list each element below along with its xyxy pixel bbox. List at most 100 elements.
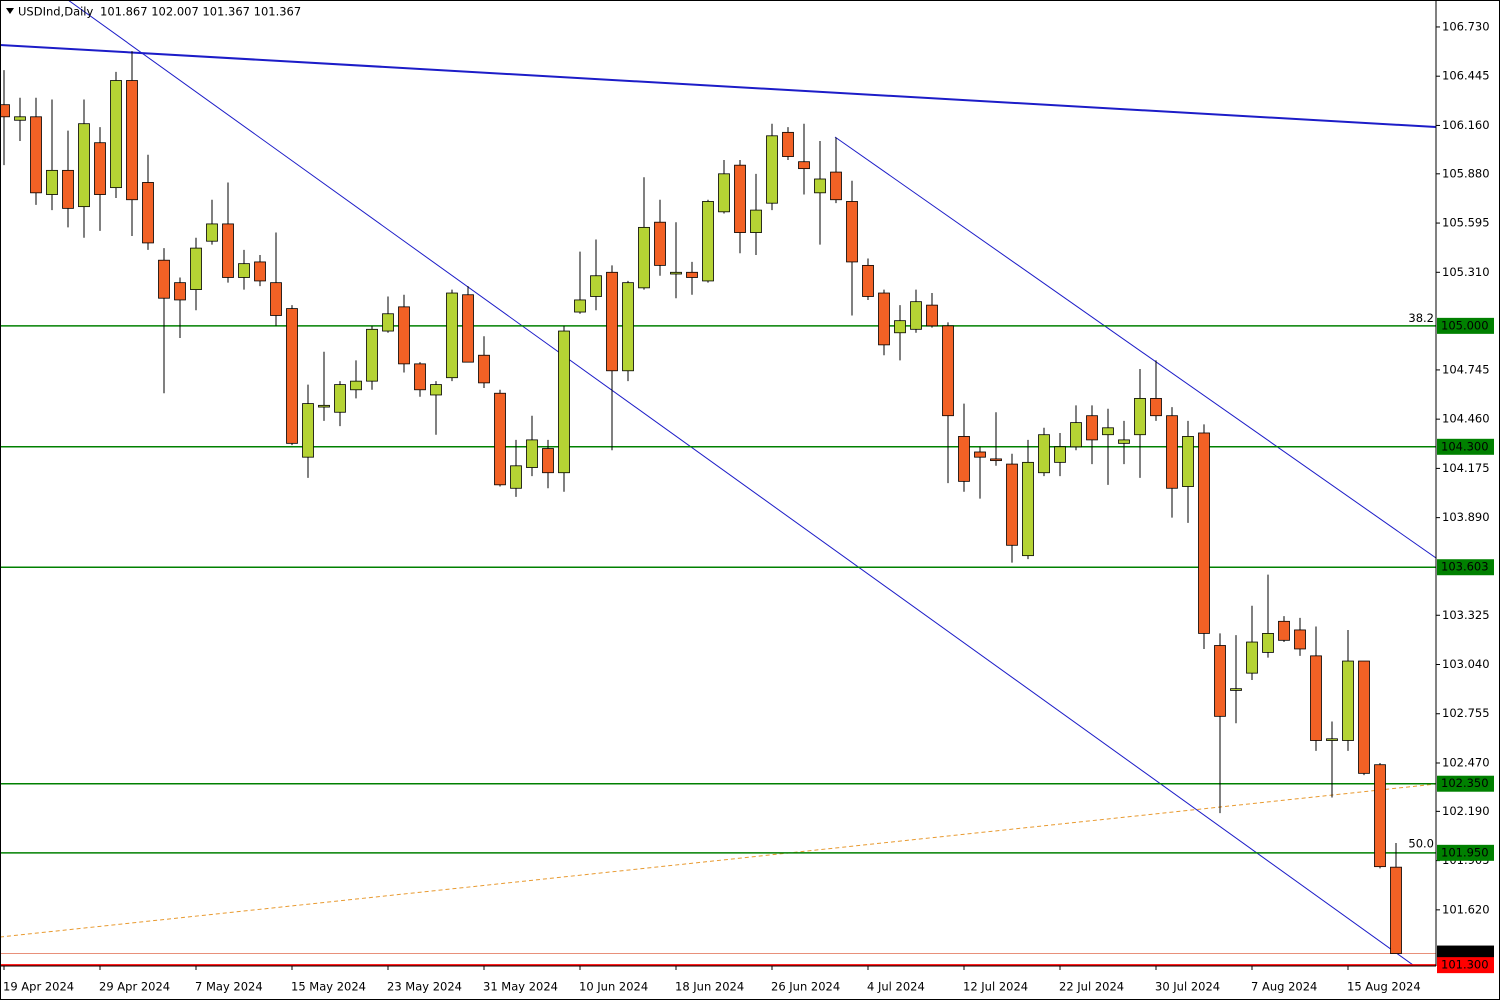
candle-body — [382, 313, 394, 332]
y-tick-label: 106.445 — [1442, 69, 1490, 83]
candle-body — [766, 135, 778, 204]
fib-label: 50.0 — [1408, 836, 1434, 850]
y-tick-label: 101.620 — [1442, 902, 1490, 916]
candle-body — [910, 301, 922, 330]
candle-body — [1294, 629, 1306, 650]
candle-body — [798, 161, 810, 170]
y-tick-label: 102.470 — [1442, 755, 1490, 769]
y-tick-label: 103.325 — [1442, 608, 1490, 622]
candle-body — [334, 384, 346, 413]
fib-label: 38.2 — [1408, 311, 1434, 325]
price-tag-label: 103.603 — [1441, 560, 1489, 574]
candle-body — [174, 282, 186, 301]
candle-body — [1006, 463, 1018, 546]
candle-body — [94, 142, 106, 195]
x-tick-label: 15 May 2024 — [291, 980, 366, 994]
price-tag-box — [1437, 957, 1494, 974]
candle-body — [558, 330, 570, 474]
candle-body — [494, 392, 506, 486]
candle-body — [238, 263, 250, 278]
candle-body — [222, 223, 234, 278]
candle-body — [878, 292, 890, 346]
candle-body — [254, 261, 266, 282]
candle-body — [526, 439, 538, 468]
candle-body — [14, 116, 26, 121]
candle-body — [430, 384, 442, 396]
candle-body — [542, 448, 554, 474]
candle-body — [414, 363, 426, 391]
candle-body — [782, 131, 794, 157]
candle-body — [1150, 398, 1162, 417]
candle-body — [958, 436, 970, 482]
y-tick-label: 104.460 — [1442, 412, 1490, 426]
price-tag-box — [1437, 317, 1494, 334]
candle-body — [990, 458, 1002, 462]
candle-body — [942, 325, 954, 417]
candle-body — [1214, 645, 1226, 717]
y-tick-label: 105.595 — [1442, 216, 1490, 230]
trendline — [0, 44, 1436, 128]
x-tick-label: 19 Apr 2024 — [3, 980, 74, 994]
candle-body — [846, 201, 858, 263]
candle-body — [926, 304, 938, 327]
y-tick-label: 103.040 — [1442, 657, 1490, 671]
price-tag-box — [1437, 844, 1494, 861]
trendline — [834, 136, 1436, 559]
price-tag-label: 102.350 — [1441, 776, 1489, 790]
candle-body — [622, 282, 634, 372]
x-tick-label: 23 May 2024 — [387, 980, 462, 994]
menu-icon — [6, 8, 14, 14]
y-tick-label: 105.880 — [1442, 166, 1490, 180]
candle-body — [974, 451, 986, 458]
candle-body — [446, 292, 458, 379]
candle-body — [638, 226, 650, 289]
candle-body — [814, 178, 826, 194]
candle-body — [110, 80, 122, 189]
candle-body — [702, 201, 714, 282]
y-tick-label: 104.175 — [1442, 461, 1490, 475]
price-tag-label: 104.300 — [1441, 439, 1489, 453]
candle-body — [1038, 434, 1050, 474]
candle-body — [1102, 427, 1114, 436]
plot-area: 38.2 50.0 — [0, 0, 1436, 966]
x-tick-label: 12 Jul 2024 — [963, 980, 1028, 994]
candle-body — [190, 247, 202, 290]
candle-body — [606, 271, 618, 372]
price-tag-label: 101.300 — [1441, 958, 1489, 972]
x-tick-label: 7 May 2024 — [195, 980, 263, 994]
x-tick-label: 7 Aug 2024 — [1251, 980, 1317, 994]
candle-body — [654, 221, 666, 266]
chart-title: USDInd,Daily — [18, 5, 94, 19]
candle-body — [1326, 738, 1338, 741]
price-tag-box — [1437, 775, 1494, 792]
x-tick-label: 10 Jun 2024 — [579, 980, 648, 994]
candle-body — [46, 169, 58, 195]
candle-body — [350, 380, 362, 391]
candle-body — [206, 223, 218, 242]
y-tick-label: 104.745 — [1442, 362, 1490, 376]
candle-body — [366, 328, 378, 382]
candle-body — [30, 116, 42, 194]
candle-body — [510, 465, 522, 489]
candle-body — [830, 171, 842, 201]
price-tag-label: 101.950 — [1441, 845, 1489, 859]
candle-body — [894, 320, 906, 334]
candle-body — [398, 306, 410, 365]
y-tick-label: 103.890 — [1442, 510, 1490, 524]
x-tick-label: 30 Jul 2024 — [1155, 980, 1220, 994]
candle-body — [1230, 688, 1242, 691]
candle-body — [302, 403, 314, 458]
price-tag-label: 105.000 — [1441, 318, 1489, 332]
candle-body — [1262, 633, 1274, 653]
candle-body — [718, 173, 730, 213]
y-tick-label: 102.755 — [1442, 706, 1490, 720]
candle-body — [750, 209, 762, 233]
candle-body — [0, 104, 10, 118]
candle-body — [142, 182, 154, 244]
candle-body — [1198, 432, 1210, 634]
candle-body — [1118, 439, 1130, 444]
candle-body — [590, 275, 602, 297]
x-tick-label: 4 Jul 2024 — [867, 980, 925, 994]
y-tick-label: 106.730 — [1442, 19, 1490, 33]
